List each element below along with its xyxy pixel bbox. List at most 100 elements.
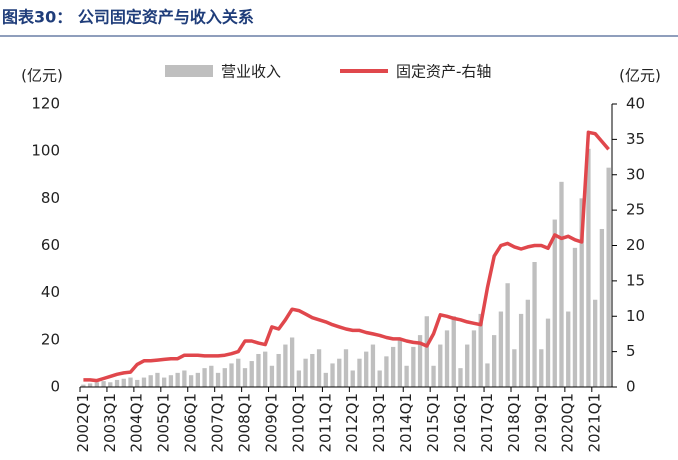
bar [512,349,517,387]
bar [465,344,470,387]
bar [155,372,160,387]
y-tick-label: 100 [31,142,60,160]
bar [424,316,429,387]
x-tick-label: 2019Q1 [532,393,550,453]
bar [552,219,557,387]
bar [364,351,369,387]
bar [438,344,443,387]
line [83,130,610,383]
bar [162,377,167,387]
bar [236,358,241,387]
bar [87,383,93,387]
bar [599,228,605,387]
y-tick-label: 0 [50,378,60,396]
y2-tick-label: 25 [626,201,645,219]
legend-label: 营业收入 [221,63,281,81]
y2-tick-label: 40 [626,95,645,113]
bar [121,378,126,387]
bar [242,368,248,387]
x-tick-label: 2021Q1 [586,393,604,453]
bar [390,346,396,387]
bar [370,344,376,387]
bar [498,311,504,387]
bar [593,299,598,387]
y-axis-unit: (亿元) [21,67,63,85]
bar [289,337,295,387]
bar [606,167,611,387]
bar [330,363,335,387]
x-tick-label: 2016Q1 [451,393,469,453]
bar [377,370,382,387]
bar [451,316,456,387]
bar [249,361,254,387]
y2-tick-label: 30 [626,165,645,183]
bar [303,358,308,387]
bar [384,356,389,387]
x-tick-label: 2020Q1 [559,393,577,453]
bar [458,368,463,387]
bar [478,313,483,387]
bar [323,372,328,387]
x-tick-label: 2009Q1 [262,393,280,453]
bar [128,377,133,387]
y2-tick-label: 0 [626,378,636,396]
bar [545,318,551,387]
x-tick-label: 2003Q1 [101,393,119,453]
bar [256,353,261,387]
bar [209,365,214,387]
bar [404,365,409,387]
bar [222,368,227,387]
bar [81,384,86,387]
y2-tick-label: 20 [626,236,645,254]
bar [505,283,510,387]
bar [397,339,403,387]
bar [518,313,524,387]
x-tick-label: 2005Q1 [155,393,173,453]
bar [532,262,537,387]
x-tick-label: 2010Q1 [289,393,307,453]
bar [148,375,153,387]
x-tick-label: 2014Q1 [397,393,415,453]
bar [559,181,564,387]
bar [310,353,315,387]
y-tick-label: 60 [41,236,60,254]
bar [431,365,436,387]
bar [108,382,113,387]
bar [114,379,120,387]
bar [491,335,497,387]
y2-tick-label: 5 [626,342,636,360]
x-tick-label: 2013Q1 [370,393,388,453]
x-tick-label: 2018Q1 [505,393,523,453]
legend-swatch [165,65,213,77]
bar [94,382,99,387]
bar [276,353,281,387]
x-tick-label: 2007Q1 [209,393,227,453]
bar [215,372,221,387]
x-tick-label: 2012Q1 [343,393,361,453]
x-tick-label: 2004Q1 [128,393,146,453]
bar [337,358,342,387]
bar [269,365,275,387]
bar [168,375,174,387]
x-tick-label: 2008Q1 [235,393,253,453]
bar [135,379,140,387]
bar [316,349,322,387]
y2-axis-unit: (亿元) [619,67,661,85]
x-tick-label: 2017Q1 [478,393,496,453]
bar [471,330,477,387]
y-tick-label: 20 [41,330,60,348]
bar [229,363,234,387]
y-tick-label: 40 [41,283,60,301]
bar [296,370,302,387]
y-tick-label: 80 [41,189,60,207]
bar [579,198,584,387]
bar [175,372,180,387]
legend-label: 固定资产-右轴 [396,63,491,81]
x-tick-label: 2015Q1 [424,393,442,453]
x-tick-label: 2002Q1 [74,393,92,453]
y2-tick-label: 15 [626,271,645,289]
x-tick-label: 2006Q1 [182,393,200,453]
bar [101,381,106,387]
bar [525,299,530,387]
bar [350,370,355,387]
